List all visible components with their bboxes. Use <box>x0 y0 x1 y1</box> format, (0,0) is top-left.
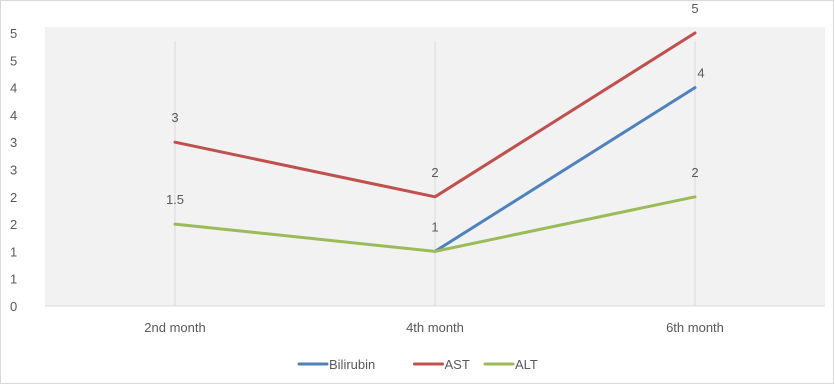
y-tick-label: 1 <box>10 244 17 259</box>
legend-label-ast: AST <box>445 357 470 372</box>
y-tick-label: 5 <box>10 26 17 41</box>
data-label: 2 <box>431 165 438 180</box>
y-tick-label: 4 <box>10 81 17 96</box>
legend-label-alt: ALT <box>515 357 538 372</box>
y-tick-label: 5 <box>10 53 17 68</box>
series-line-bilirubin <box>433 86 697 253</box>
y-tick-label: 2 <box>10 217 17 232</box>
data-label: 1 <box>431 219 438 234</box>
data-label: 5 <box>691 1 698 16</box>
series-line-alt <box>173 195 697 253</box>
data-label: 4 <box>697 66 704 81</box>
x-category-label: 6th month <box>666 320 724 335</box>
data-label: 1.5 <box>166 192 184 207</box>
y-tick-label: 2 <box>10 190 17 205</box>
y-tick-label: 4 <box>10 108 17 123</box>
x-category-label: 4th month <box>406 320 464 335</box>
y-tick-label: 3 <box>10 135 17 150</box>
y-tick-label: 0 <box>10 299 17 314</box>
y-tick-label: 1 <box>10 272 17 287</box>
legend-label-bilirubin: Bilirubin <box>329 357 375 372</box>
data-label: 2 <box>691 165 698 180</box>
y-tick-label: 3 <box>10 163 17 178</box>
x-category-label: 2nd month <box>144 320 205 335</box>
series-line-ast <box>173 31 697 199</box>
data-label: 3 <box>171 110 178 125</box>
